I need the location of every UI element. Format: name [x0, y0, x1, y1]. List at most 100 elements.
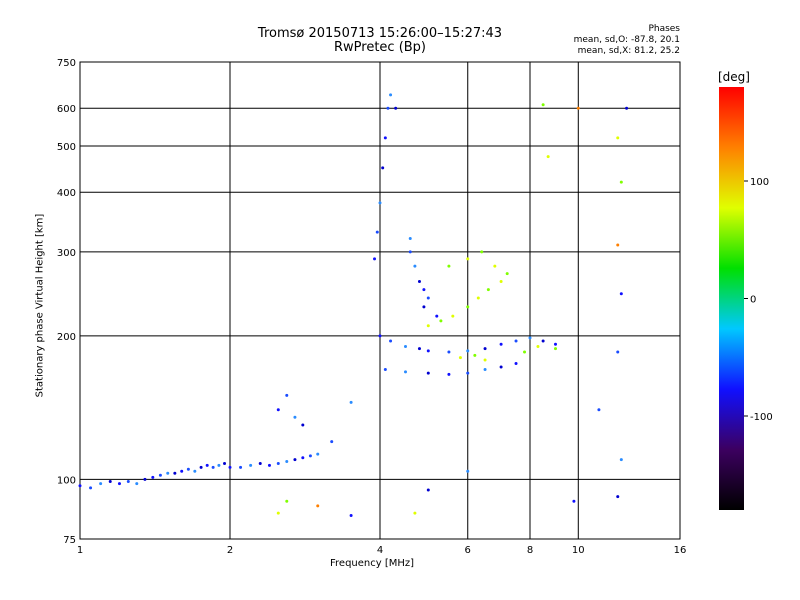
- colorbar-title: [deg]: [718, 70, 750, 84]
- data-point: [89, 486, 93, 490]
- data-point: [403, 344, 407, 348]
- data-point: [417, 347, 421, 351]
- data-point: [576, 106, 580, 110]
- data-point: [514, 361, 518, 365]
- data-point: [285, 499, 289, 503]
- data-point: [186, 467, 190, 471]
- chart-subtitle: RwPretec (Bp): [333, 40, 427, 55]
- data-point: [228, 465, 232, 469]
- data-point: [408, 236, 412, 240]
- data-point: [417, 279, 421, 283]
- data-point: [426, 371, 430, 375]
- data-point: [466, 371, 470, 375]
- data-point: [381, 166, 385, 170]
- data-point: [143, 477, 147, 481]
- data-point: [276, 461, 280, 465]
- phase-legend-title: Phases: [648, 24, 680, 34]
- data-point: [616, 136, 620, 140]
- chart-title: Tromsø 20150713 15:26:00–15:27:43: [257, 26, 503, 41]
- colorbar-tick-label: 100: [750, 177, 769, 188]
- data-point: [151, 475, 155, 479]
- data-point: [316, 504, 320, 508]
- data-point: [126, 479, 130, 483]
- data-point: [619, 180, 623, 184]
- data-point: [466, 349, 470, 353]
- data-point: [553, 347, 557, 351]
- data-point: [458, 356, 462, 360]
- phase-x-stats: mean, sd,X: 81.2, 25.2: [577, 46, 680, 56]
- data-point: [308, 454, 312, 458]
- data-point: [447, 264, 451, 268]
- data-point: [476, 296, 480, 300]
- data-point: [293, 415, 297, 419]
- data-point: [413, 511, 417, 515]
- data-point: [386, 106, 390, 110]
- data-point: [383, 367, 387, 371]
- y-tick-label: 750: [57, 58, 76, 69]
- data-point: [408, 250, 412, 254]
- data-point: [78, 484, 82, 488]
- data-point: [285, 460, 289, 464]
- y-tick-label: 300: [57, 248, 76, 259]
- data-point: [258, 461, 262, 465]
- data-point: [466, 469, 470, 473]
- data-point: [499, 365, 503, 369]
- data-point: [435, 314, 439, 318]
- data-point: [413, 264, 417, 268]
- data-point: [422, 305, 426, 309]
- data-point: [616, 243, 620, 247]
- data-point: [541, 103, 545, 107]
- data-point: [378, 334, 382, 338]
- data-point: [108, 479, 112, 483]
- data-point: [616, 350, 620, 354]
- data-point: [99, 482, 103, 486]
- data-point: [572, 499, 576, 503]
- data-point: [480, 250, 484, 254]
- y-tick-label: 500: [57, 142, 76, 153]
- y-tick-label: 200: [57, 332, 76, 343]
- colorbar-tick-label: -100: [750, 412, 773, 423]
- data-point: [239, 465, 243, 469]
- data-point: [276, 511, 280, 515]
- data-point: [293, 458, 297, 462]
- data-point: [553, 342, 557, 346]
- x-tick-label: 8: [527, 545, 533, 556]
- data-point: [499, 342, 503, 346]
- data-point: [546, 155, 550, 159]
- data-point: [378, 201, 382, 205]
- data-point: [166, 471, 170, 475]
- data-point: [483, 358, 487, 362]
- data-point: [439, 319, 443, 323]
- data-point: [276, 408, 280, 412]
- x-tick-label: 4: [377, 545, 383, 556]
- data-point: [223, 461, 227, 465]
- data-point: [619, 292, 623, 296]
- data-point: [619, 458, 623, 462]
- data-point: [301, 456, 305, 460]
- data-point: [483, 347, 487, 351]
- x-tick-label: 2: [227, 545, 233, 556]
- data-point: [466, 305, 470, 309]
- data-point: [447, 350, 451, 354]
- data-point: [117, 482, 121, 486]
- x-tick-label: 1: [77, 545, 83, 556]
- y-tick-label: 600: [57, 104, 76, 115]
- phase-o-stats: mean, sd,O: -87.8, 20.1: [573, 35, 680, 45]
- data-point: [473, 353, 477, 357]
- data-point: [389, 93, 393, 97]
- data-point: [373, 257, 377, 261]
- data-point: [199, 465, 203, 469]
- data-point: [205, 463, 209, 467]
- data-point: [536, 344, 540, 348]
- data-point: [597, 408, 601, 412]
- data-point: [523, 350, 527, 354]
- data-point: [316, 452, 320, 456]
- data-point: [394, 106, 398, 110]
- data-point: [158, 473, 162, 477]
- x-tick-label: 10: [572, 545, 585, 556]
- data-point: [422, 288, 426, 292]
- data-point: [375, 230, 379, 234]
- data-point: [330, 440, 334, 444]
- data-point: [499, 279, 503, 283]
- data-point: [389, 339, 393, 343]
